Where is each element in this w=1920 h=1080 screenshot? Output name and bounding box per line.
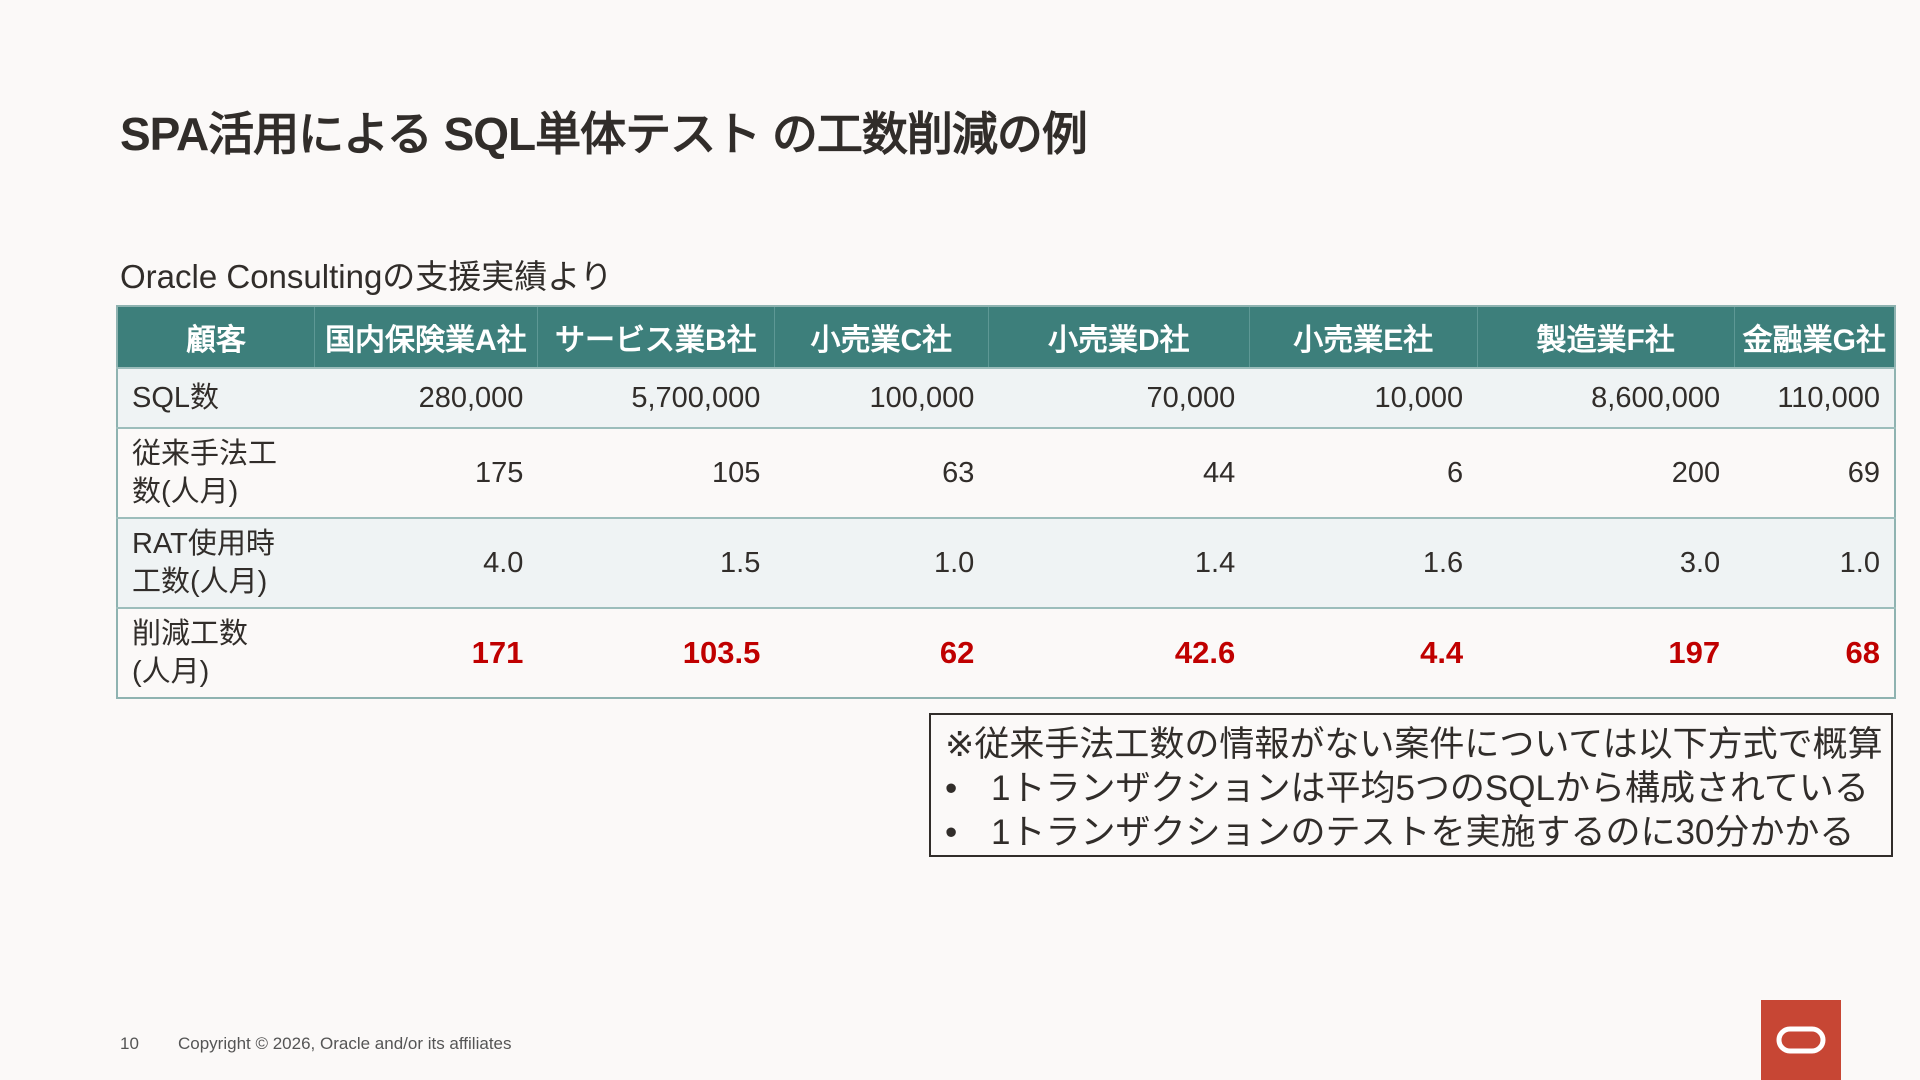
note-bullet-text: 1トランザクションのテストを実施するのに30分かかる xyxy=(991,813,1855,852)
row-label-line2: 工数(人月) xyxy=(132,566,268,598)
column-header: 顧客 xyxy=(116,306,315,368)
table-cell: 1.6 xyxy=(1249,517,1478,608)
table-cell: 4.0 xyxy=(314,517,538,608)
table-cell: 1.0 xyxy=(774,517,989,608)
column-header: 小売業C社 xyxy=(773,306,989,368)
table-cell: 200 xyxy=(1477,427,1735,518)
copyright-text: Copyright © 2026, Oracle and/or its affi… xyxy=(178,1034,512,1053)
table-cell: 3.0 xyxy=(1477,517,1735,608)
table-cell: 70,000 xyxy=(988,367,1250,428)
table-row: SQL数 280,000 5,700,000 100,000 70,000 10… xyxy=(117,367,1895,428)
note-bullet-item: • 1トランザクションのテストを実施するのに30分かかる xyxy=(945,811,1877,855)
table-cell: 6 xyxy=(1249,427,1478,518)
row-label-line2: (人月) xyxy=(132,656,210,688)
note-heading: ※従来手法工数の情報がない案件については以下方式で概算 xyxy=(945,725,1883,764)
bullet-marker: • xyxy=(945,813,958,852)
row-label-line2: 数(人月) xyxy=(132,476,239,508)
table-cell: 10,000 xyxy=(1249,367,1478,428)
oracle-logo-icon xyxy=(1776,1026,1826,1054)
reduction-cell: 62 xyxy=(774,607,989,698)
column-header: 金融業G社 xyxy=(1733,306,1895,368)
reduction-table: 顧客 国内保険業A社 サービス業B社 小売業C社 小売業D社 小売業E社 製造業… xyxy=(116,305,1896,699)
row-label: 削減工数 (人月) xyxy=(117,607,315,698)
table-cell: 1.5 xyxy=(537,517,775,608)
table-cell: 69 xyxy=(1734,427,1895,518)
reduction-cell: 197 xyxy=(1477,607,1735,698)
row-label: RAT使用時 工数(人月) xyxy=(117,517,315,608)
row-label-line1: 従来手法工 xyxy=(132,438,278,470)
table-cell: 63 xyxy=(774,427,989,518)
note-bullet-text: 1トランザクションは平均5つのSQLから構成されている xyxy=(991,769,1869,808)
table-row: RAT使用時 工数(人月) 4.0 1.5 1.0 1.4 1.6 3.0 1.0 xyxy=(117,517,1895,608)
column-header: 小売業D社 xyxy=(987,306,1250,368)
reduction-cell: 42.6 xyxy=(988,607,1250,698)
reduction-cell: 103.5 xyxy=(537,607,775,698)
oracle-logo-icon xyxy=(1761,1000,1841,1080)
table-cell: 8,600,000 xyxy=(1477,367,1735,428)
estimation-note-box: ※従来手法工数の情報がない案件については以下方式で概算 • 1トランザクションは平… xyxy=(929,713,1893,857)
column-header: 小売業E社 xyxy=(1248,306,1478,368)
table-cell: 44 xyxy=(988,427,1250,518)
row-label: SQL数 xyxy=(117,367,315,428)
reduction-cell: 171 xyxy=(314,607,538,698)
table-row: 削減工数 (人月) 171 103.5 62 42.6 4.4 197 68 xyxy=(117,607,1895,698)
row-label-line1: SQL数 xyxy=(132,382,220,414)
row-label-line1: 削減工数 xyxy=(132,618,249,650)
table-cell: 1.4 xyxy=(988,517,1250,608)
note-bullet-item: • 1トランザクションは平均5つのSQLから構成されている xyxy=(945,767,1877,811)
slide-subtitle: Oracle Consultingの支援実績より xyxy=(120,258,613,295)
table-cell: 100,000 xyxy=(774,367,989,428)
table-row: 従来手法工数(人月) 175 105 63 44 6 200 69 xyxy=(117,427,1895,518)
reduction-cell: 4.4 xyxy=(1249,607,1478,698)
column-header: サービス業B社 xyxy=(536,306,775,368)
column-header: 製造業F社 xyxy=(1476,306,1735,368)
table-cell: 280,000 xyxy=(314,367,538,428)
page-number: 10 xyxy=(120,1034,139,1053)
table-header-row: 顧客 国内保険業A社 サービス業B社 小売業C社 小売業D社 小売業E社 製造業… xyxy=(116,306,1895,368)
table-cell: 5,700,000 xyxy=(537,367,775,428)
table-cell: 1.0 xyxy=(1734,517,1895,608)
column-header: 国内保険業A社 xyxy=(313,306,538,368)
table-cell: 105 xyxy=(537,427,775,518)
row-label: 従来手法工数(人月) xyxy=(117,427,315,518)
slide-title: SPA活用による SQL単体テスト の工数削減の例 xyxy=(120,108,1088,160)
bullet-marker: • xyxy=(945,769,958,808)
row-label-line1: RAT使用時 xyxy=(132,528,275,560)
reduction-cell: 68 xyxy=(1734,607,1895,698)
table-cell: 110,000 xyxy=(1734,367,1895,428)
table-cell: 175 xyxy=(314,427,538,518)
